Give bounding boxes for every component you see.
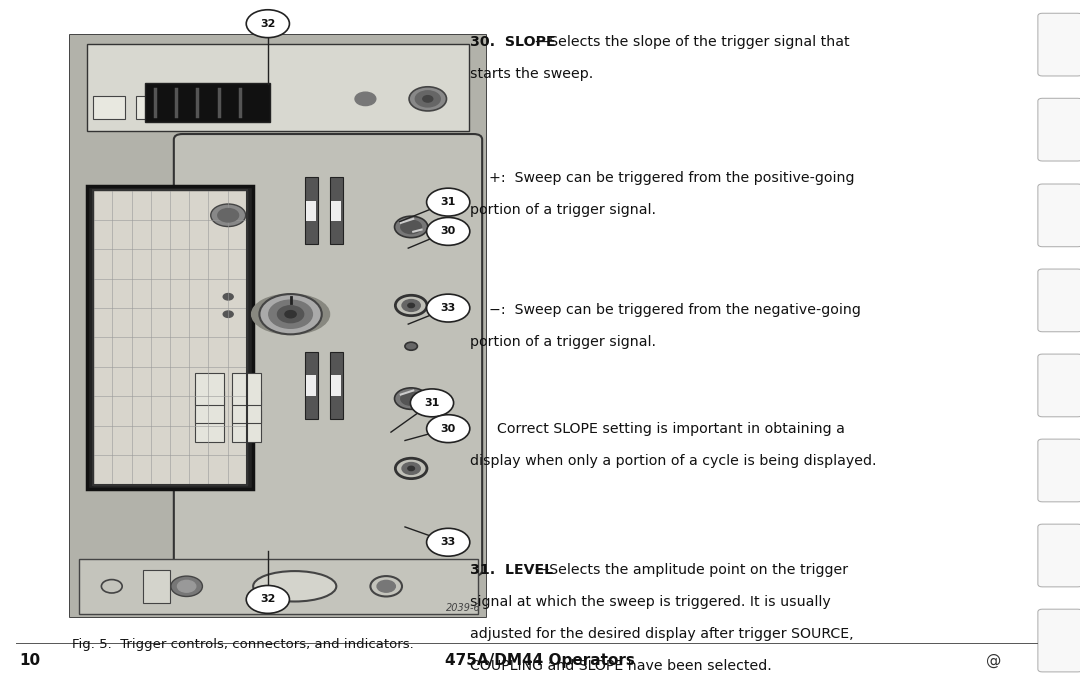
FancyBboxPatch shape	[1038, 184, 1080, 247]
Circle shape	[401, 220, 421, 233]
Bar	[79, 559, 477, 614]
Bar	[70, 35, 486, 617]
Bar	[93, 190, 247, 485]
Bar	[232, 411, 261, 442]
Bar	[232, 373, 261, 405]
Circle shape	[410, 389, 454, 417]
Text: portion of a trigger signal.: portion of a trigger signal.	[470, 203, 656, 217]
Bar	[330, 178, 342, 245]
Bar	[86, 45, 470, 131]
Circle shape	[259, 294, 322, 335]
FancyBboxPatch shape	[1038, 354, 1080, 417]
Text: 2039-6: 2039-6	[446, 604, 481, 613]
Text: −:  Sweep can be triggered from the negative-going: −: Sweep can be triggered from the negat…	[489, 303, 861, 317]
Text: Fig. 5.  Trigger controls, connectors, and indicators.: Fig. 5. Trigger controls, connectors, an…	[72, 638, 414, 651]
Circle shape	[402, 300, 420, 312]
Bar	[194, 411, 224, 442]
Bar	[143, 569, 170, 603]
Circle shape	[355, 92, 376, 105]
Text: 30: 30	[441, 227, 456, 236]
Text: 33: 33	[441, 303, 456, 313]
Bar	[93, 190, 247, 485]
Bar	[86, 186, 253, 489]
FancyBboxPatch shape	[1038, 98, 1080, 161]
Bar	[306, 178, 318, 245]
Text: 31: 31	[424, 398, 440, 408]
Text: 30: 30	[441, 424, 456, 434]
FancyBboxPatch shape	[1038, 609, 1080, 672]
Text: 475A/DM44 Operators: 475A/DM44 Operators	[445, 652, 635, 668]
Bar	[194, 373, 224, 405]
Bar	[307, 201, 316, 221]
Text: 30.  SLOPE: 30. SLOPE	[470, 35, 555, 49]
Text: COUPLING and SLOPE have been selected.: COUPLING and SLOPE have been selected.	[470, 659, 771, 673]
Circle shape	[211, 204, 245, 227]
Circle shape	[246, 10, 289, 38]
Bar	[306, 352, 318, 419]
Text: portion of a trigger signal.: portion of a trigger signal.	[470, 335, 656, 349]
Text: —Selects the slope of the trigger signal that: —Selects the slope of the trigger signal…	[535, 35, 849, 49]
Text: 32: 32	[260, 19, 275, 29]
Text: signal at which the sweep is triggered. It is usually: signal at which the sweep is triggered. …	[470, 595, 831, 609]
FancyBboxPatch shape	[1038, 13, 1080, 76]
Circle shape	[246, 585, 289, 613]
Text: 31: 31	[441, 197, 456, 207]
Circle shape	[402, 463, 420, 475]
Circle shape	[427, 188, 470, 216]
Bar	[307, 375, 316, 396]
Text: starts the sweep.: starts the sweep.	[470, 67, 593, 81]
Circle shape	[409, 87, 446, 111]
Circle shape	[416, 91, 441, 107]
Circle shape	[224, 311, 233, 317]
Circle shape	[269, 300, 312, 328]
Circle shape	[218, 208, 239, 222]
Circle shape	[394, 388, 428, 409]
Circle shape	[427, 415, 470, 443]
Bar	[70, 35, 486, 617]
FancyBboxPatch shape	[174, 134, 482, 576]
Circle shape	[171, 576, 202, 597]
FancyBboxPatch shape	[1038, 524, 1080, 587]
Text: +:  Sweep can be triggered from the positive-going: +: Sweep can be triggered from the posit…	[489, 171, 854, 185]
Text: 10: 10	[19, 652, 41, 668]
Text: 32: 32	[260, 595, 275, 604]
Bar	[332, 201, 341, 221]
Ellipse shape	[252, 294, 329, 335]
Text: adjusted for the desired display after trigger SOURCE,: adjusted for the desired display after t…	[470, 627, 853, 641]
Bar	[93, 96, 125, 119]
Text: 31.  LEVEL: 31. LEVEL	[470, 563, 553, 577]
Bar	[332, 375, 341, 396]
Circle shape	[408, 466, 415, 470]
FancyBboxPatch shape	[1038, 439, 1080, 502]
Circle shape	[408, 303, 415, 307]
Circle shape	[394, 216, 428, 238]
Text: display when only a portion of a cycle is being displayed.: display when only a portion of a cycle i…	[470, 454, 876, 468]
Bar	[232, 392, 261, 424]
FancyBboxPatch shape	[1038, 269, 1080, 332]
Circle shape	[422, 95, 433, 102]
Circle shape	[401, 392, 421, 405]
Bar	[145, 82, 270, 122]
Text: @: @	[986, 652, 1001, 668]
Text: —Selects the amplitude point on the trigger: —Selects the amplitude point on the trig…	[535, 563, 848, 577]
Bar	[330, 352, 342, 419]
Bar	[136, 96, 168, 119]
Circle shape	[285, 311, 296, 318]
Text: Correct SLOPE setting is important in obtaining a: Correct SLOPE setting is important in ob…	[497, 422, 845, 436]
Circle shape	[427, 217, 470, 245]
Circle shape	[427, 528, 470, 556]
Bar	[194, 392, 224, 424]
Ellipse shape	[253, 571, 336, 602]
Circle shape	[427, 294, 470, 322]
Circle shape	[405, 342, 417, 350]
Circle shape	[224, 293, 233, 300]
Circle shape	[377, 581, 395, 592]
Text: 33: 33	[441, 537, 456, 547]
Circle shape	[177, 581, 195, 592]
Circle shape	[278, 306, 303, 323]
